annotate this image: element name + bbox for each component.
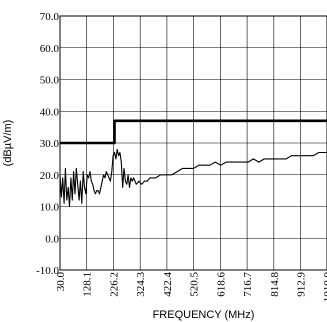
limit-line [60, 119, 327, 145]
x-tick-label: 1010.0 [322, 272, 327, 303]
y-tick-label: 10.0 [40, 202, 60, 214]
x-axis-title: FREQUENCY (MHz) [153, 309, 255, 321]
plot-frame [59, 15, 327, 271]
y-tick-label: 70.0 [40, 11, 60, 23]
x-tick-label: 520.5 [189, 272, 201, 297]
y-tick-label: 0.0 [45, 233, 59, 245]
y-tick-label: 50.0 [40, 75, 60, 87]
x-tick-label: 226.2 [108, 272, 120, 297]
measurement-line [59, 148, 327, 208]
y-tick-label: 60.0 [40, 43, 60, 55]
x-tick-label: 716.7 [242, 272, 254, 297]
x-tick-label: 912.9 [296, 272, 308, 297]
y-tick-label: 30.0 [40, 138, 60, 150]
y-tick-label: 20.0 [40, 170, 60, 182]
x-tick-label: 324.3 [135, 272, 147, 297]
y-tick-label: -10.0 [36, 265, 59, 277]
grid-layer [60, 16, 327, 270]
series-layer [59, 119, 327, 208]
x-tick-labels: 30.0 128.1 226.2 324.3 422.4 520.5 618.6 716.7 8… [55, 272, 327, 303]
y-tick-label: 40.0 [40, 106, 60, 118]
y-axis-title: (dBµV/m) [2, 120, 14, 167]
x-tick-label: 30.0 [55, 272, 67, 292]
x-tick-label: 128.1 [82, 272, 94, 297]
x-tick-label: 422.4 [162, 272, 174, 297]
x-tick-label: 814.8 [269, 272, 281, 297]
y-tick-labels: -10.0 0.0 10.0 20.0 30.0 40.0 50.0 60.0 70.0 [36, 11, 59, 277]
x-tick-label: 618.6 [215, 272, 227, 297]
